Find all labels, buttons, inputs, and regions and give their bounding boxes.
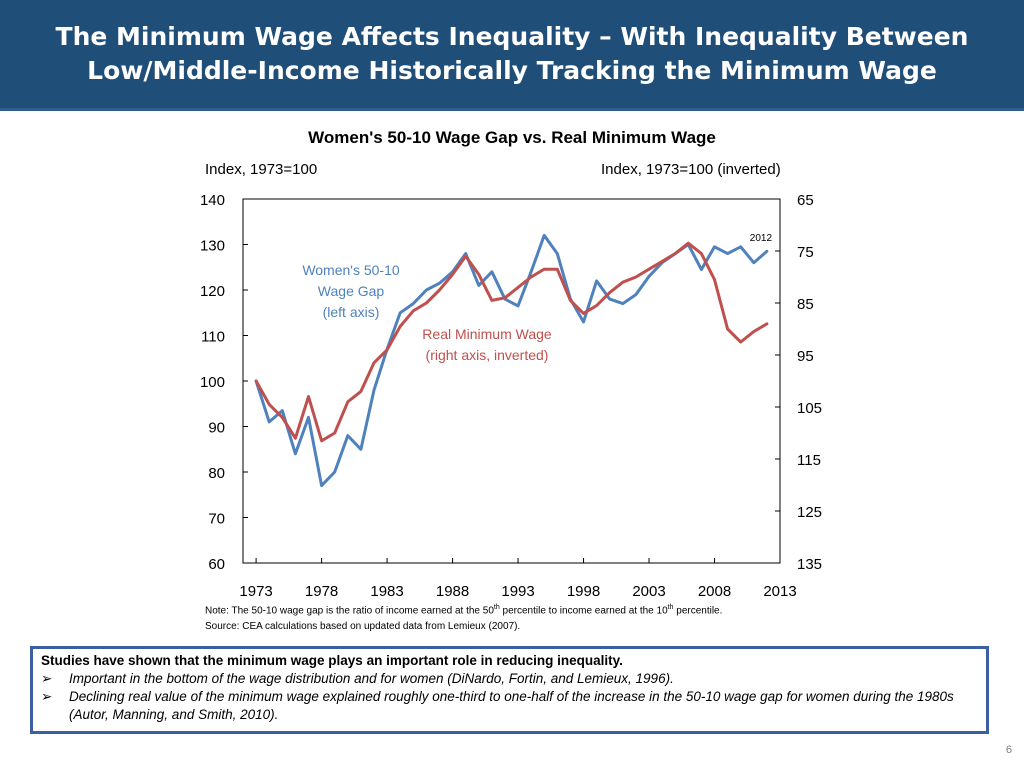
wage-gap-series-label: Women's 50-10 — [302, 262, 400, 278]
callout-heading: Studies have shown that the minimum wage… — [41, 653, 623, 668]
page-number: 6 — [1005, 744, 1012, 756]
minimum-wage-series-line — [254, 241, 769, 443]
left-axis-tick-label: 80 — [208, 465, 225, 482]
left-axis-tick-label: 70 — [208, 511, 225, 528]
chart-note: Note: The 50-10 wage gap is the ratio of… — [205, 604, 722, 616]
bullet-arrow-icon: ➢ — [41, 671, 53, 686]
slide-title-line-2: Low/Middle-Income Historically Tracking … — [87, 56, 937, 85]
x-axis-tick-label: 1978 — [305, 583, 338, 600]
chart-note-text-b: percentile to income earned at the 10 — [499, 605, 668, 617]
left-axis-tick-label: 90 — [208, 420, 225, 437]
left-axis-tick-label: 120 — [200, 283, 225, 300]
wage-gap-series-label: (left axis) — [323, 304, 380, 320]
x-axis-tick-label: 1998 — [567, 583, 600, 600]
callout-bullet-text: Important in the bottom of the wage dist… — [69, 671, 674, 686]
right-axis-tick-label: 105 — [797, 400, 822, 417]
chart-source: Source: CEA calculations based on update… — [205, 621, 521, 632]
slide-header: The Minimum Wage Affects Inequality – Wi… — [0, 0, 1024, 111]
right-axis-tick-label: 85 — [797, 296, 814, 313]
left-axis-tick-label: 100 — [200, 374, 225, 391]
chart-title: Women's 50-10 Wage Gap vs. Real Minimum … — [308, 128, 716, 147]
line-chart: 140 130 120 110 100 90 80 70 60 65 75 85 95 105 115 125… — [200, 192, 822, 600]
findings-callout: Studies have shown that the minimum wage… — [30, 646, 989, 734]
x-axis-tick-label: 1983 — [370, 583, 403, 600]
callout-bullet: ➢ Declining real value of the minimum wa… — [41, 688, 978, 724]
left-axis-tick-label: 110 — [201, 329, 225, 346]
chart-note-text-c: percentile. — [673, 605, 723, 617]
chart-note-sup-2: th — [667, 604, 674, 611]
left-axis-tick-label: 130 — [200, 238, 225, 255]
left-axis-unit: Index, 1973=100 — [205, 161, 318, 178]
right-axis-tick-label: 95 — [797, 348, 814, 365]
chart-note-text-a: Note: The 50-10 wage gap is the ratio of… — [205, 605, 494, 617]
left-axis-tick-label: 140 — [200, 192, 225, 209]
x-axis-tick-label: 1993 — [501, 583, 534, 600]
x-axis-tick-label: 2008 — [698, 583, 731, 600]
callout-bullet: ➢ Important in the bottom of the wage di… — [41, 670, 978, 688]
wage-gap-series-label: Wage Gap — [318, 283, 385, 299]
chart-note-sup-1: th — [493, 604, 500, 611]
bullet-arrow-icon: ➢ — [41, 689, 53, 704]
minimum-wage-series-label: Real Minimum Wage — [422, 326, 552, 342]
right-axis-unit: Index, 1973=100 (inverted) — [601, 161, 781, 178]
right-axis-tick-label: 135 — [797, 556, 822, 573]
x-axis-tick-label: 1973 — [239, 583, 272, 600]
minimum-wage-series-label: (right axis, inverted) — [426, 347, 549, 363]
callout-bullet-text: Declining real value of the minimum wage… — [69, 689, 954, 722]
x-axis-tick-label: 2003 — [632, 583, 665, 600]
x-axis-tick-label: 1988 — [436, 583, 469, 600]
x-axis-tick-label: 2013 — [763, 583, 796, 600]
right-axis-tick-label: 65 — [797, 192, 814, 209]
right-axis-tick-label: 125 — [797, 504, 822, 521]
left-axis-tick-label: 60 — [208, 556, 225, 573]
right-axis-tick-label: 75 — [797, 244, 814, 261]
end-year-label: 2012 — [750, 233, 773, 244]
slide-title-line-1: The Minimum Wage Affects Inequality – Wi… — [55, 22, 969, 51]
right-axis-tick-label: 115 — [797, 452, 821, 469]
